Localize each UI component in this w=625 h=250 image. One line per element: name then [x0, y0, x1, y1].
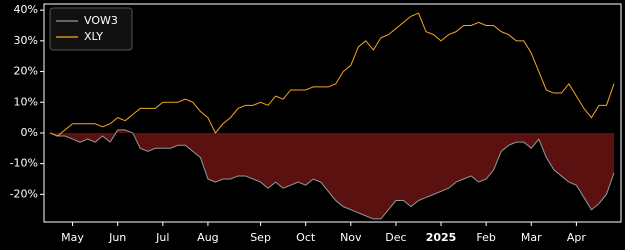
y-tick-label: 40% — [14, 3, 38, 16]
y-tick-label: 20% — [14, 65, 38, 78]
x-tick-label: Nov — [340, 231, 362, 244]
legend-box — [49, 7, 133, 51]
y-tick-label: 0% — [21, 126, 38, 139]
x-tick-label: Apr — [567, 231, 587, 244]
x-tick-label: Jun — [108, 231, 126, 244]
legend-label: XLY — [84, 30, 103, 43]
y-tick-label: 10% — [14, 95, 38, 108]
legend-label: VOW3 — [84, 14, 118, 27]
x-tick-label: Jul — [155, 231, 169, 244]
x-tick-label: Feb — [476, 231, 495, 244]
x-tick-label: May — [61, 231, 84, 244]
area — [50, 129, 614, 219]
series-line — [49, 12, 615, 137]
series-line — [49, 129, 615, 220]
plot: -20% -10% 0% 10% 20% 30% 40% May Jun Jul Aug Sep Oct… — [10, 3, 615, 244]
x-tick-label: 2025 — [426, 231, 457, 244]
x-tick-label: Oct — [296, 231, 316, 244]
x-tick-label: Mar — [521, 231, 542, 244]
x-tick-label: Sep — [250, 231, 271, 244]
x-tick-label: Dec — [385, 231, 406, 244]
y-tick-label: -10% — [10, 157, 38, 170]
x-tick-label: Aug — [197, 231, 218, 244]
y-tick-label: -20% — [10, 187, 38, 200]
y-tick-label: 30% — [14, 34, 38, 47]
